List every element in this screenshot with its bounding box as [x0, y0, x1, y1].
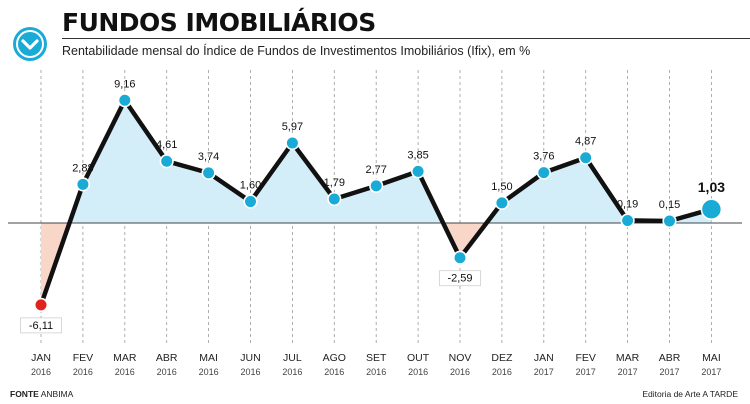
x-tick-year: 2017: [701, 367, 721, 377]
value-label: 9,16: [114, 78, 135, 90]
data-point: [285, 135, 300, 151]
title-rule: [62, 38, 750, 39]
data-point: [662, 213, 677, 229]
x-tick-label: MAR: [616, 352, 640, 364]
data-point: [117, 93, 132, 108]
chart-subtitle: Rentabilidade mensal do Índice de Fundos…: [62, 44, 531, 58]
data-point: [620, 213, 635, 228]
data-point: [578, 150, 593, 165]
value-label: 3,85: [407, 149, 428, 161]
value-label: 2,88: [72, 162, 93, 174]
chart-header: FUNDOS IMOBILIÁRIOS Rentabilidade mensal…: [10, 4, 750, 61]
value-label: 3,74: [198, 151, 219, 163]
source-label: FONTE: [10, 389, 39, 399]
data-point: [536, 165, 551, 180]
x-tick-label: JAN: [534, 352, 554, 364]
data-point: [327, 191, 342, 207]
value-label: 1,50: [491, 181, 512, 193]
data-point: [159, 154, 174, 169]
value-label: 4,87: [575, 136, 596, 148]
value-label: -2,59: [447, 273, 472, 285]
credit-note: Editoria de Arte A TARDE: [642, 389, 738, 399]
value-label: 5,97: [282, 121, 303, 133]
value-label: 2,77: [365, 164, 386, 176]
x-tick-year: 2016: [240, 367, 260, 377]
data-point: [243, 194, 258, 209]
x-tick-year: 2017: [576, 367, 596, 377]
x-tick-year: 2016: [31, 367, 51, 377]
x-tick-year: 2016: [73, 367, 93, 377]
value-label: 1,03: [698, 179, 725, 195]
x-tick-year: 2016: [366, 367, 386, 377]
x-tick-year: 2016: [115, 367, 135, 377]
data-point: [201, 165, 216, 180]
x-tick-label: OUT: [407, 352, 430, 364]
x-tick-label: DEZ: [491, 352, 513, 364]
source-note: FONTE ANBIMA: [10, 389, 73, 399]
x-tick-label: ABR: [659, 352, 681, 364]
x-tick-label: MAI: [702, 352, 721, 364]
x-tick-label: AGO: [323, 352, 346, 364]
x-tick-label: ABR: [156, 352, 178, 364]
data-point: [369, 178, 384, 193]
x-tick-label: SET: [366, 352, 387, 364]
x-tick-year: 2016: [492, 367, 512, 377]
x-tick-year: 2017: [618, 367, 638, 377]
x-tick-year: 2016: [282, 367, 302, 377]
x-tick-label: MAR: [113, 352, 137, 364]
x-tick-label: FEV: [575, 352, 595, 364]
x-tick-label: FEV: [73, 352, 93, 364]
value-label: 1,60: [240, 180, 261, 192]
value-label: -6,11: [29, 320, 53, 332]
x-tick-year: 2017: [534, 367, 554, 377]
data-point: [700, 198, 723, 220]
data-point: [33, 297, 49, 312]
data-point: [75, 177, 90, 192]
value-label: 3,76: [533, 151, 554, 163]
value-label: 1,79: [324, 177, 345, 189]
negative-area: [443, 223, 487, 258]
x-tick-label: JAN: [31, 352, 51, 364]
value-label-box: [439, 270, 481, 287]
x-tick-year: 2016: [199, 367, 219, 377]
x-tick-label: JUN: [240, 352, 260, 364]
x-tick-label: NOV: [449, 352, 472, 364]
x-tick-year: 2016: [157, 367, 177, 377]
data-point: [452, 250, 468, 265]
x-tick-label: JUL: [283, 352, 302, 364]
x-tick-label: MAI: [199, 352, 218, 364]
source-value: ANBIMA: [40, 389, 74, 399]
x-tick-year: 2017: [659, 367, 679, 377]
positive-area: [69, 100, 444, 223]
value-label: 0,19: [617, 198, 638, 210]
x-tick-year: 2016: [408, 367, 428, 377]
value-label: 4,61: [156, 139, 177, 151]
data-point: [494, 195, 510, 210]
value-label-box: [20, 317, 62, 334]
x-tick-year: 2016: [324, 367, 344, 377]
chart-title: FUNDOS IMOBILIÁRIOS: [62, 8, 376, 37]
chevron-down-circle-icon: [13, 27, 47, 61]
x-tick-year: 2016: [450, 367, 470, 377]
data-point: [411, 164, 426, 179]
value-label: 0,15: [659, 199, 680, 211]
